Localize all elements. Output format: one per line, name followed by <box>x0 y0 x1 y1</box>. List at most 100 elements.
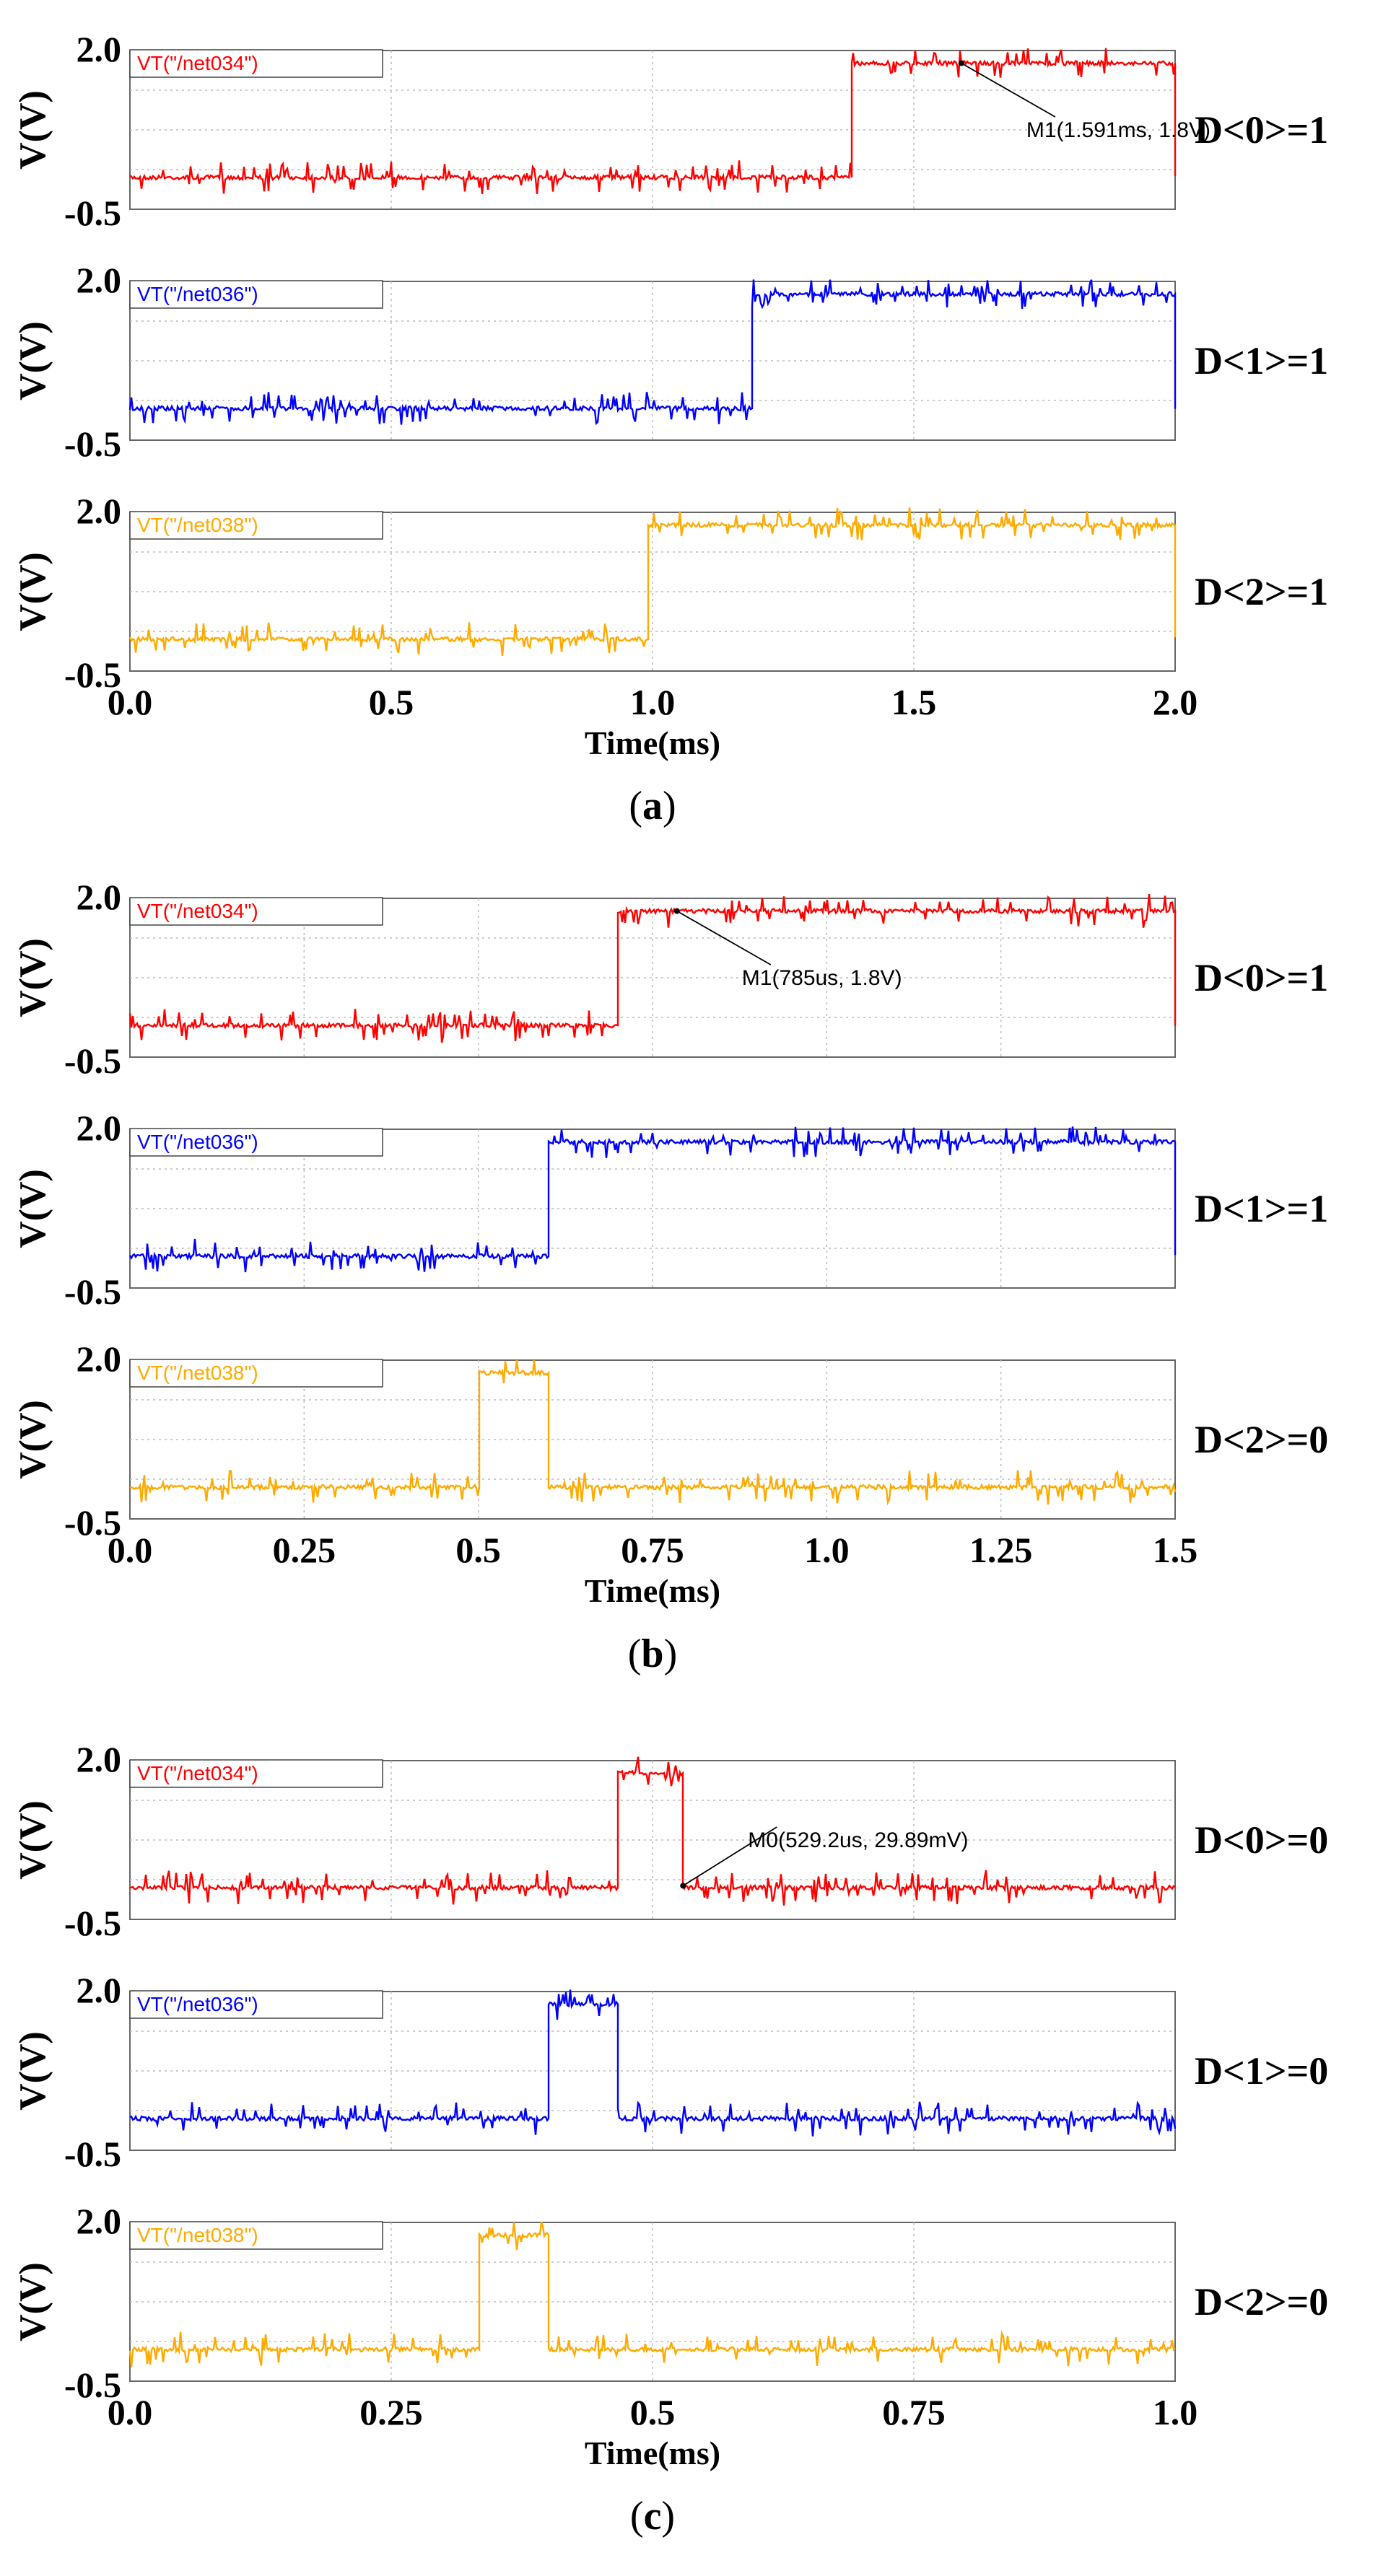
trace-label: VT("/net038") <box>137 514 258 536</box>
trace-tab <box>129 897 383 926</box>
subplot-1-1: VT("/net036") 2.0 -0.5 V(V) D<1>=1 <box>12 1108 1328 1312</box>
y-axis-label: V(V) <box>12 552 53 631</box>
y-axis-label: V(V) <box>12 1169 53 1248</box>
waveform-trace <box>129 1360 1177 1506</box>
subplot-0-1: VT("/net036") 2.0 -0.5 V(V) D<1>=1 <box>12 260 1328 464</box>
y-tick-label: -0.5 <box>64 193 121 233</box>
x-tick-label: 0.75 <box>621 1530 684 1570</box>
subplot-2-1: VT("/net036") 2.0 -0.5 V(V) D<1>=0 <box>12 1970 1328 2174</box>
x-tick-label: 0.0 <box>108 1530 153 1570</box>
bit-state-label: D<1>=0 <box>1195 2049 1328 2093</box>
y-tick-label: -0.5 <box>64 424 121 464</box>
marker-label: M1(785us, 1.8V) <box>742 966 902 990</box>
caption-open: ( <box>629 784 642 828</box>
marker-label: M1(1.591ms, 1.8V) <box>1026 118 1210 142</box>
panel-caption: (c) <box>630 2494 675 2538</box>
x-tick-label: 2.0 <box>1153 682 1198 722</box>
trace-label: VT("/net034") <box>137 900 258 922</box>
trace-label: VT("/net036") <box>137 1131 258 1153</box>
y-tick-label: -0.5 <box>64 1903 121 1943</box>
y-tick-label: 2.0 <box>77 1970 122 2010</box>
subplot-0-2: VT("/net038") 2.0 -0.5 V(V) D<2>=1 <box>12 491 1328 695</box>
bit-state-label: D<0>=0 <box>1195 1818 1328 1862</box>
x-tick-label: 0.25 <box>359 2392 423 2432</box>
trace-tab <box>129 1990 383 2019</box>
waveform-trace <box>128 507 1177 657</box>
trace-tab <box>129 280 383 309</box>
y-tick-label: -0.5 <box>64 1502 121 1543</box>
panel-1: VT("/net034") 2.0 -0.5 V(V) D<0>=1 M1(785us, … <box>12 877 1328 1676</box>
bit-state-label: D<2>=1 <box>1195 570 1328 613</box>
y-tick-label: 2.0 <box>77 1739 122 1779</box>
caption-close: ) <box>661 2494 675 2538</box>
bit-state-label: D<2>=0 <box>1195 2280 1328 2323</box>
caption-letter: c <box>644 2494 662 2538</box>
trace-tab <box>129 511 383 540</box>
marker-point <box>680 1883 686 1889</box>
bit-state-label: D<2>=0 <box>1195 1418 1328 1461</box>
x-tick-label: 1.25 <box>969 1530 1033 1570</box>
x-tick-label: 0.5 <box>369 682 414 722</box>
marker-leader <box>676 910 772 965</box>
x-tick-label: 1.0 <box>1153 2392 1198 2432</box>
bit-state-label: D<0>=1 <box>1195 108 1328 152</box>
x-tick-label: 1.5 <box>891 682 937 722</box>
subplot-1-2: VT("/net038") 2.0 -0.5 V(V) D<2>=0 <box>12 1339 1328 1543</box>
trace-label: VT("/net038") <box>137 1362 258 1384</box>
waveform-trace <box>128 2221 1176 2367</box>
trace-tab <box>129 49 383 78</box>
y-axis-label: V(V) <box>12 2262 53 2341</box>
y-tick-label: -0.5 <box>64 1041 121 1081</box>
panel-2: VT("/net034") 2.0 -0.5 V(V) D<0>=0 M0(529.2us… <box>12 1739 1328 2538</box>
waveform-trace <box>128 279 1177 426</box>
y-axis-label: V(V) <box>12 2031 53 2111</box>
caption-close: ) <box>664 1631 678 1676</box>
subplot-2-2: VT("/net038") 2.0 -0.5 V(V) D<2>=0 <box>12 2201 1328 2405</box>
trace-label: VT("/net036") <box>137 283 258 305</box>
y-tick-label: 2.0 <box>77 877 122 917</box>
caption-open: ( <box>630 2494 644 2538</box>
y-tick-label: 2.0 <box>77 29 122 69</box>
marker-label: M0(529.2us, 29.89mV) <box>748 1828 968 1852</box>
trace-tab <box>129 1359 383 1388</box>
y-tick-label: 2.0 <box>77 1108 122 1148</box>
y-tick-label: -0.5 <box>64 2134 121 2174</box>
bit-state-label: D<1>=1 <box>1195 1187 1328 1230</box>
y-tick-label: -0.5 <box>64 654 121 695</box>
trace-tab <box>129 1759 383 1788</box>
x-axis-label: Time(ms) <box>585 2435 720 2471</box>
panel-caption: (a) <box>629 784 676 828</box>
marker-leader <box>961 62 1056 118</box>
x-tick-label: 1.0 <box>804 1530 850 1570</box>
panel-caption: (b) <box>628 1631 677 1676</box>
waveform-trace <box>128 1126 1177 1273</box>
trace-tab <box>129 1128 383 1157</box>
trace-label: VT("/net038") <box>137 2224 258 2246</box>
y-tick-label: -0.5 <box>64 1271 121 1312</box>
y-axis-label: V(V) <box>12 1400 53 1479</box>
x-axis-label: Time(ms) <box>585 724 720 761</box>
x-tick-label: 0.5 <box>630 2392 676 2432</box>
trace-label: VT("/net034") <box>137 52 258 74</box>
y-tick-label: 2.0 <box>77 260 122 300</box>
marker-point <box>673 908 680 914</box>
caption-close: ) <box>663 784 676 828</box>
subplot-2-0: VT("/net034") 2.0 -0.5 V(V) D<0>=0 M0(529.2us… <box>12 1739 1328 1943</box>
trace-label: VT("/net036") <box>137 1993 258 2015</box>
waveform-trace <box>129 1989 1177 2137</box>
trace-tab <box>129 2221 383 2250</box>
x-tick-label: 0.25 <box>273 1530 336 1570</box>
waveform-trace <box>129 1756 1176 1906</box>
y-tick-label: -0.5 <box>64 2365 121 2405</box>
bit-state-label: D<0>=1 <box>1195 956 1328 999</box>
x-tick-label: 0.5 <box>455 1530 501 1570</box>
marker-point <box>958 60 964 66</box>
panel-0: VT("/net034") 2.0 -0.5 V(V) D<0>=1M1(1.591ms… <box>12 29 1328 828</box>
caption-letter: b <box>641 1631 663 1676</box>
bit-state-label: D<1>=1 <box>1195 339 1328 382</box>
y-tick-label: 2.0 <box>77 491 122 531</box>
waveform-trace <box>129 48 1177 194</box>
x-axis-label: Time(ms) <box>585 1572 720 1609</box>
y-axis-label: V(V) <box>12 321 53 400</box>
